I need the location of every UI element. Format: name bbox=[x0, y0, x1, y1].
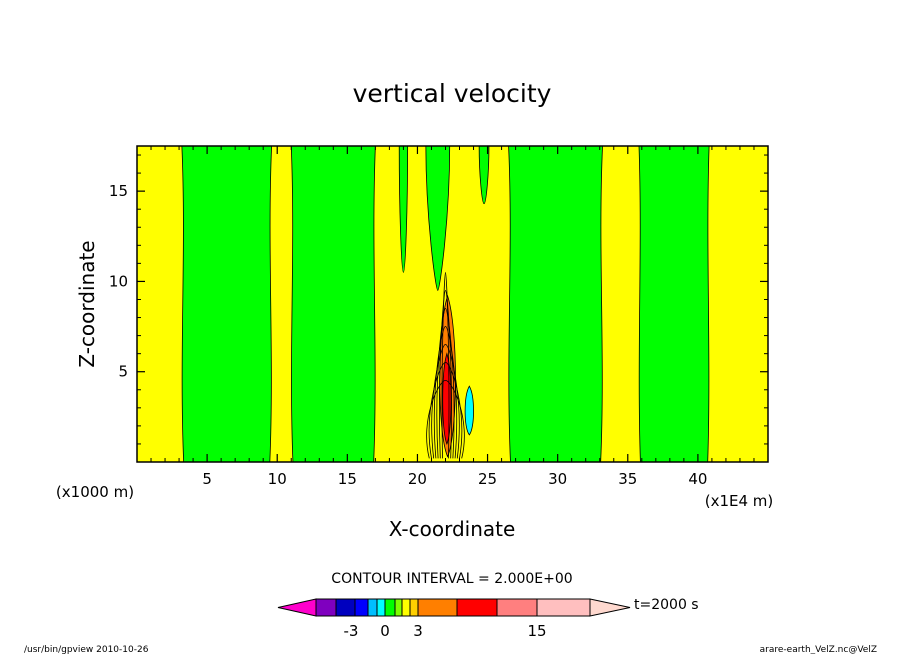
plot-frame bbox=[136, 145, 769, 463]
y-axis-ticks: 5 10 15 bbox=[109, 154, 768, 445]
contour-lines bbox=[426, 271, 465, 459]
field-region-1 bbox=[290, 146, 376, 462]
colorbar-tick-label: -3 bbox=[344, 622, 359, 640]
field-region-4 bbox=[464, 385, 474, 436]
y-axis-label: Z-coordinate bbox=[75, 240, 99, 367]
footer-right: arare-earth_VelZ.nc@VelZ bbox=[760, 645, 877, 654]
x-unit-right: (x1E4 m) bbox=[705, 492, 774, 510]
contour-line-2 bbox=[436, 307, 455, 459]
colorbar-segment bbox=[456, 598, 498, 617]
colorbar-tick-label: 3 bbox=[413, 622, 423, 640]
x-tick-label: 35 bbox=[618, 470, 637, 488]
contour-line-5 bbox=[428, 361, 463, 459]
x-unit-left: (x1000 m) bbox=[56, 483, 134, 501]
y-tick-label: 15 bbox=[109, 182, 128, 200]
upper-channel-2 bbox=[478, 146, 490, 205]
time-label: t=2000 s bbox=[634, 597, 699, 613]
colorbar-segment bbox=[376, 598, 386, 617]
chart-title: vertical velocity bbox=[353, 79, 552, 108]
colorbar-segment bbox=[401, 598, 411, 617]
colorbar-segment bbox=[354, 598, 369, 617]
field-region-0 bbox=[181, 146, 273, 462]
colorbar-low-triangle bbox=[277, 598, 317, 617]
field-region-3 bbox=[638, 146, 710, 462]
x-axis-label: X-coordinate bbox=[389, 517, 516, 541]
contour-line-1 bbox=[439, 289, 452, 459]
y-tick-label: 10 bbox=[109, 272, 128, 290]
x-tick-label: 20 bbox=[408, 470, 427, 488]
colorbar-segment bbox=[536, 598, 591, 617]
x-tick-label: 30 bbox=[548, 470, 567, 488]
x-tick-label: 15 bbox=[338, 470, 357, 488]
contour-line-6 bbox=[426, 379, 465, 459]
contour-line-3 bbox=[433, 325, 458, 459]
colorbar-segment bbox=[367, 598, 378, 617]
x-tick-label: 5 bbox=[202, 470, 212, 488]
x-tick-label: 40 bbox=[688, 470, 707, 488]
upper-channel-0 bbox=[398, 146, 409, 273]
colorbar-segment bbox=[496, 598, 538, 617]
x-tick-label: 10 bbox=[268, 470, 287, 488]
colorbar-tick-label: 15 bbox=[527, 622, 546, 640]
field-regions bbox=[181, 146, 710, 462]
x-axis-ticks: 5 10 15 20 25 30 35 40 bbox=[150, 146, 755, 488]
contour-interval-label: CONTOUR INTERVAL = 2.000E+00 bbox=[331, 571, 572, 587]
footer-left: /usr/bin/gpview 2010-10-26 bbox=[24, 645, 149, 654]
field-region-2 bbox=[508, 146, 603, 462]
colorbar: -3 0 3 15 bbox=[277, 598, 631, 640]
upper-channel-1 bbox=[425, 146, 451, 291]
x-tick-label: 25 bbox=[478, 470, 497, 488]
colorbar-tick-label: 0 bbox=[380, 622, 390, 640]
contour-line-4 bbox=[431, 343, 460, 459]
y-tick-label: 5 bbox=[118, 363, 128, 381]
colorbar-segment bbox=[417, 598, 458, 617]
colorbar-segment bbox=[394, 598, 403, 617]
colorbar-segment bbox=[409, 598, 419, 617]
contour-line-0 bbox=[441, 271, 450, 459]
plot-area bbox=[137, 146, 768, 462]
colorbar-high-triangle bbox=[589, 598, 631, 617]
colorbar-segment bbox=[335, 598, 356, 617]
colorbar-segment bbox=[315, 598, 337, 617]
colorbar-segment bbox=[384, 598, 396, 617]
